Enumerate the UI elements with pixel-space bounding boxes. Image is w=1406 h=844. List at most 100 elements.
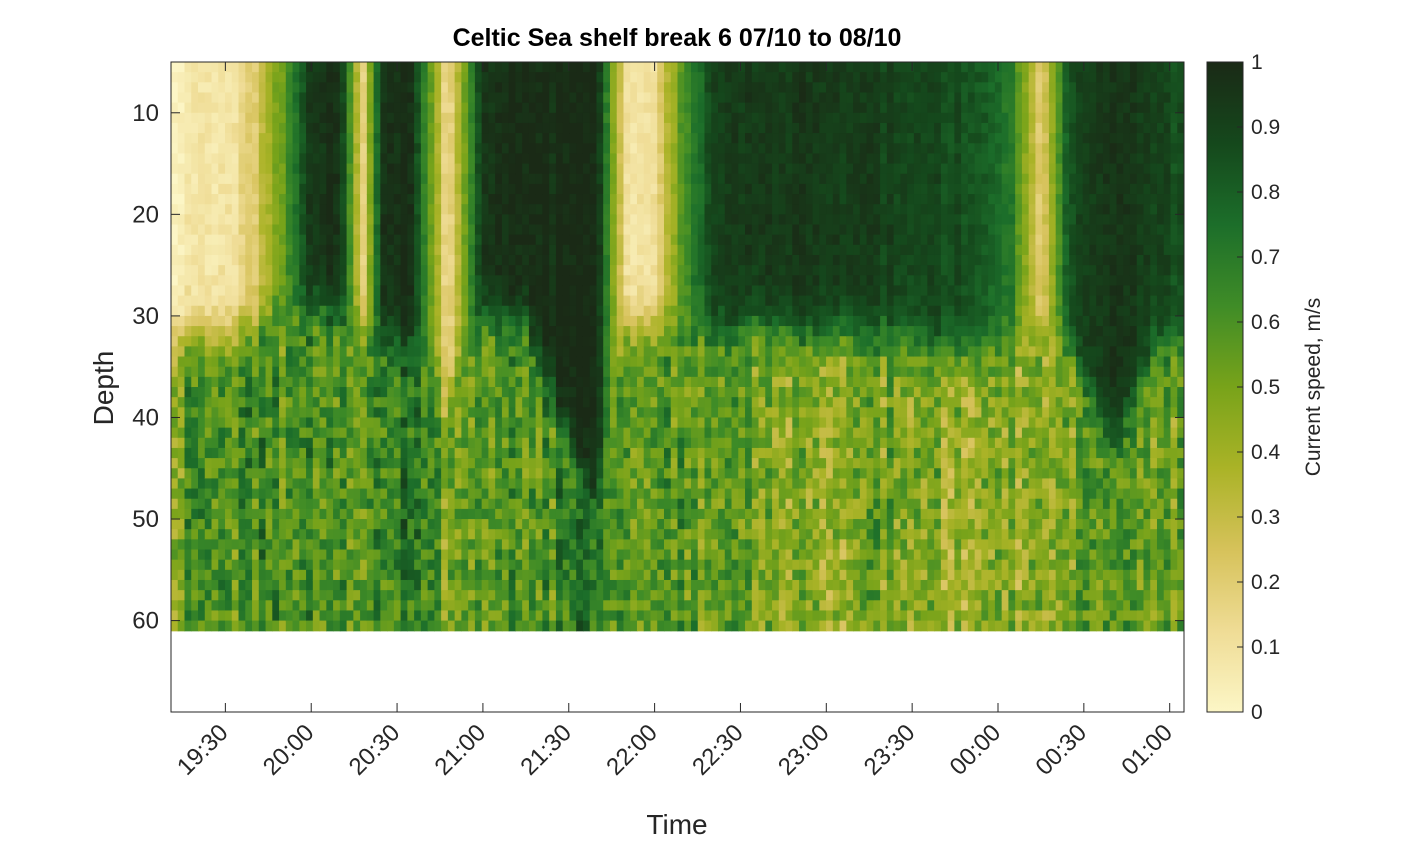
heatmap-cell <box>299 539 307 551</box>
heatmap-cell <box>555 590 564 601</box>
heatmap-cell <box>562 447 571 459</box>
heatmap-cell <box>495 508 503 520</box>
heatmap-cell <box>677 72 685 83</box>
heatmap-cell <box>326 173 334 185</box>
heatmap-cell <box>562 153 571 165</box>
heatmap-cell <box>454 468 462 480</box>
heatmap-cell <box>522 346 530 358</box>
heatmap-cell <box>373 153 381 165</box>
heatmap-cell <box>360 376 368 388</box>
heatmap-cell <box>501 569 510 581</box>
heatmap-cell <box>252 447 260 459</box>
heatmap-cell <box>326 346 334 358</box>
heatmap-cell <box>184 112 192 124</box>
heatmap-cell <box>758 265 766 276</box>
heatmap-cell <box>745 82 753 94</box>
heatmap-cell <box>691 295 699 307</box>
heatmap-cell <box>704 336 712 347</box>
heatmap-cell <box>198 549 206 561</box>
heatmap-cell <box>441 326 449 337</box>
heatmap-cell <box>569 112 577 124</box>
heatmap-cell <box>292 346 300 358</box>
heatmap-cell <box>306 315 314 327</box>
heatmap-cell <box>454 305 462 317</box>
heatmap-cell <box>447 346 456 358</box>
heatmap-cell <box>373 519 381 530</box>
heatmap-cell <box>333 620 341 632</box>
heatmap-cell <box>677 610 685 622</box>
heatmap-cell <box>238 549 246 561</box>
heatmap-cell <box>339 346 348 358</box>
heatmap-cell <box>508 569 517 581</box>
heatmap-cell <box>346 143 354 155</box>
heatmap-cell <box>623 610 631 622</box>
heatmap-cell <box>407 214 415 226</box>
heatmap-cell <box>292 82 300 94</box>
heatmap-cell <box>420 194 429 205</box>
heatmap-cell <box>630 397 638 408</box>
heatmap-cell <box>758 173 766 185</box>
heatmap-cell <box>765 92 773 104</box>
heatmap-cell <box>589 376 598 388</box>
heatmap-cell <box>718 346 726 358</box>
heatmap-cell <box>312 620 321 632</box>
heatmap-cell <box>495 234 503 246</box>
heatmap-cell <box>387 417 395 429</box>
heatmap-cell <box>555 569 564 581</box>
heatmap-cell <box>643 458 652 469</box>
heatmap-cell <box>684 326 692 337</box>
heatmap-cell <box>306 356 314 368</box>
heatmap-cell <box>252 133 260 144</box>
heatmap-cell <box>731 376 739 388</box>
heatmap-cell <box>265 224 273 236</box>
heatmap-cell <box>312 234 321 246</box>
heatmap-cell <box>441 336 449 347</box>
heatmap-cell <box>582 62 591 73</box>
heatmap-cell <box>589 407 598 419</box>
heatmap-cell <box>582 133 591 144</box>
heatmap-cell <box>589 529 598 540</box>
heatmap-cell <box>758 579 766 591</box>
heatmap-cell <box>636 214 645 226</box>
heatmap-cell <box>218 336 226 347</box>
heatmap-cell <box>481 346 489 358</box>
heatmap-cell <box>697 173 706 185</box>
heatmap-cell <box>306 183 314 195</box>
heatmap-cell <box>562 366 571 378</box>
heatmap-cell <box>677 214 685 226</box>
heatmap-cell <box>299 92 307 104</box>
heatmap-cell <box>434 397 442 408</box>
heatmap-cell <box>589 447 598 459</box>
heatmap-cell <box>252 112 260 124</box>
heatmap-cell <box>677 163 685 175</box>
heatmap-cell <box>589 173 598 185</box>
heatmap-cell <box>616 427 625 439</box>
heatmap-cell <box>272 387 280 398</box>
heatmap-cell <box>684 549 692 561</box>
heatmap-cell <box>616 183 625 195</box>
heatmap-cell <box>414 387 422 398</box>
heatmap-cell <box>468 346 476 358</box>
heatmap-cell <box>353 488 361 500</box>
heatmap-cell <box>677 183 685 195</box>
heatmap-cell <box>508 498 517 510</box>
heatmap-cell <box>258 579 267 591</box>
heatmap-cell <box>549 569 557 581</box>
heatmap-cell <box>373 468 381 480</box>
heatmap-cell <box>549 122 557 134</box>
heatmap-cell <box>279 569 287 581</box>
heatmap-cell <box>691 376 699 388</box>
heatmap-cell <box>258 102 267 114</box>
heatmap-cell <box>589 488 598 500</box>
heatmap-cell <box>731 153 739 165</box>
heatmap-cell <box>562 102 571 114</box>
heatmap-cell <box>218 407 226 419</box>
heatmap-cell <box>420 407 429 419</box>
heatmap-cell <box>663 194 672 205</box>
heatmap-cell <box>387 376 395 388</box>
heatmap-cell <box>576 254 584 266</box>
heatmap-cell <box>299 122 307 134</box>
heatmap-cell <box>360 468 368 480</box>
heatmap-cell <box>677 590 685 601</box>
heatmap-cell <box>630 519 638 530</box>
